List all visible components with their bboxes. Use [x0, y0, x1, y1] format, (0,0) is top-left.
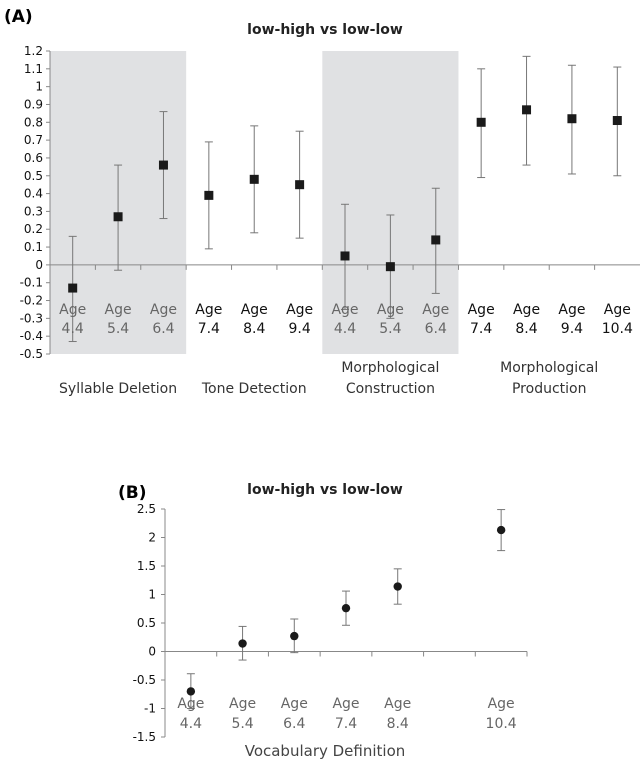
- chart-b-point: [290, 631, 299, 641]
- chart-a-xtick-label: Age: [558, 302, 585, 318]
- chart-b-y-tick-label: -1: [144, 702, 156, 716]
- chart-b-y-tick-label: 1.5: [137, 559, 156, 573]
- chart-a-xtick-label: Age: [286, 302, 313, 318]
- chart-a-y-tick-label: 0.3: [24, 204, 43, 218]
- chart-a-y-tick-label: 0: [35, 258, 43, 272]
- chart-a-xtick-label: 7.4: [470, 321, 492, 337]
- chart-a-point: [113, 212, 123, 222]
- chart-a-xtick-label: Age: [150, 302, 177, 318]
- chart-b-xtick-label: Age: [229, 696, 256, 712]
- chart-b-y-tick-label: 2: [148, 531, 156, 545]
- chart-a-point: [567, 114, 577, 124]
- chart-a-group-label-3: Morphological: [500, 360, 598, 376]
- chart-a-xtick-label: Age: [59, 302, 86, 318]
- chart-a-xtick-label: 4.4: [62, 321, 84, 337]
- chart-b: (B) low-high vs low-low 2.5 2 1.5 1 0.5 0 -0.5…: [118, 482, 528, 760]
- chart-a-xtick-label: Age: [241, 302, 268, 318]
- chart-a-y-tick-label: 1: [35, 80, 43, 94]
- chart-a-xtick-label: 8.4: [515, 321, 537, 337]
- chart-a-point: [522, 105, 532, 115]
- chart-a-xtick-label: Age: [513, 302, 540, 318]
- chart-b-xlabel: Vocabulary Definition: [245, 742, 406, 760]
- chart-a-point: [68, 283, 78, 293]
- chart-a-xtick-label: Age: [604, 302, 631, 318]
- chart-a-y-tick-label: 0.7: [24, 133, 43, 147]
- chart-a-point: [431, 235, 441, 245]
- chart-a-y-tick-label: -0.3: [20, 311, 43, 325]
- chart-a-point: [204, 190, 214, 200]
- chart-a-xtick-label: Age: [468, 302, 495, 318]
- chart-b-point: [393, 582, 402, 591]
- chart-a-y-tick-label: 0.4: [24, 187, 43, 201]
- chart-a-y-tick-label: -0.1: [20, 276, 43, 290]
- chart-a-y-tick-label: 1.2: [24, 44, 43, 58]
- chart-a-xtick-label: Age: [377, 302, 404, 318]
- chart-a-xtick-label: 8.4: [243, 321, 265, 337]
- chart-b-xtick-label: 6.4: [283, 716, 305, 732]
- chart-b-xtick-label: 10.4: [486, 716, 517, 732]
- chart-a-point: [295, 180, 305, 190]
- chart-a-xtick-label: Age: [105, 302, 132, 318]
- chart-a-point: [476, 117, 486, 127]
- chart-a-y-tick-label: 0.6: [24, 151, 43, 165]
- chart-a-xtick-label: Age: [422, 302, 449, 318]
- chart-a-panel-label: (A): [4, 7, 33, 27]
- chart-a-y-tick-label: 0.5: [24, 169, 43, 183]
- chart-a-group-label-0: Syllable Deletion: [59, 381, 177, 397]
- chart-a-xtick-label: Age: [195, 302, 222, 318]
- chart-b-xtick-label: 4.4: [180, 716, 202, 732]
- chart-b-y-tick-label: -0.5: [133, 673, 156, 687]
- chart-a-y-tick-label: 0.2: [24, 222, 43, 236]
- chart-b-xtick-label: Age: [332, 696, 359, 712]
- chart-b-y-tick-label: 0.5: [137, 616, 156, 630]
- chart-a: (A) low-high vs low-low 1.2 1.1 1 0.9 0.8 0.7…: [4, 7, 640, 397]
- chart-b-xtick-label: Age: [384, 696, 411, 712]
- chart-a-y-tick-label: 0.1: [24, 240, 43, 254]
- chart-b-xtick-label: Age: [488, 696, 515, 712]
- chart-a-xtick-label: 5.4: [107, 321, 129, 337]
- chart-b-y-tick-label: -1.5: [133, 730, 156, 744]
- chart-a-xtick-label: 6.4: [425, 321, 447, 337]
- chart-a-point: [249, 174, 259, 184]
- chart-a-xtick-label: 9.4: [561, 321, 583, 337]
- chart-b-title: low-high vs low-low: [247, 482, 403, 498]
- chart-a-xtick-label: 5.4: [379, 321, 401, 337]
- chart-a-point: [385, 262, 395, 272]
- chart-b-panel-label: (B): [118, 483, 147, 503]
- chart-a-xtick-label: 9.4: [288, 321, 310, 337]
- chart-b-y-tick-label: 0: [148, 645, 156, 659]
- chart-a-y-tick-label: -0.5: [20, 347, 43, 361]
- chart-b-point: [238, 639, 247, 648]
- chart-a-y-tick-label: 1.1: [24, 62, 43, 76]
- chart-a-y-tick-label: -0.4: [20, 329, 43, 343]
- chart-a-group-label-1: Tone Detection: [201, 381, 307, 397]
- chart-a-group-label-2: Morphological: [341, 360, 439, 376]
- chart-a-point: [612, 116, 622, 126]
- chart-b-xtick-label: 8.4: [387, 716, 409, 732]
- chart-b-xtick-label: 7.4: [335, 716, 357, 732]
- chart-b-point: [341, 603, 351, 613]
- chart-a-title: low-high vs low-low: [247, 22, 403, 38]
- chart-b-xtick-label: Age: [177, 696, 204, 712]
- chart-a-xtick-label: 10.4: [602, 321, 633, 337]
- chart-a-xtick-label: Age: [331, 302, 358, 318]
- chart-a-xtick-label: 4.4: [334, 321, 356, 337]
- chart-b-point: [496, 525, 506, 535]
- chart-b-point: [186, 687, 196, 696]
- chart-a-y-tick-label: 0.9: [24, 97, 43, 111]
- chart-b-xtick-label: 5.4: [231, 716, 253, 732]
- chart-a-point: [158, 160, 168, 170]
- chart-b-y-tick-label: 2.5: [137, 502, 156, 516]
- chart-a-group-label-3: Production: [512, 381, 586, 397]
- chart-a-y-tick-label: -0.2: [20, 294, 43, 308]
- chart-a-group-label-2: Construction: [346, 381, 435, 397]
- chart-b-xtick-label: Age: [281, 696, 308, 712]
- chart-a-xtick-label: 7.4: [198, 321, 220, 337]
- chart-b-y-tick-label: 1: [148, 588, 156, 602]
- chart-a-point: [340, 251, 350, 261]
- chart-a-xtick-label: 6.4: [152, 321, 174, 337]
- chart-a-y-tick-label: 0.8: [24, 115, 43, 129]
